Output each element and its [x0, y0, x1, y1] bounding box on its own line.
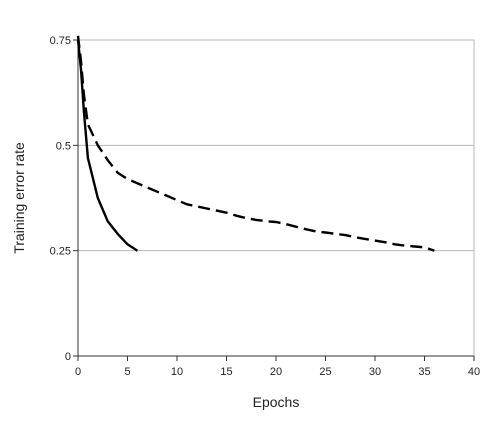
series-layer [76, 35, 435, 252]
y-tick-label: 0.75 [50, 35, 71, 47]
grid [78, 39, 474, 252]
y-tick-label: 0 [65, 351, 71, 363]
dashed-series-line [76, 35, 435, 252]
x-tick-label: 35 [418, 366, 430, 378]
x-tick-label: 10 [171, 366, 183, 378]
x-tick-label: 20 [270, 366, 282, 378]
x-tick-label: 25 [319, 366, 331, 378]
x-tick-label: 15 [220, 366, 232, 378]
x-tick-label: 40 [468, 366, 480, 378]
x-axis-title: Epochs [253, 394, 300, 410]
x-tick-label: 30 [369, 366, 381, 378]
tick-labels: 0 5 10 15 20 25 30 35 40 0 0.25 0.5 0.75 [50, 35, 481, 378]
y-tick-label: 0.5 [56, 140, 71, 152]
plot-frame [77, 39, 475, 357]
x-tick-label: 5 [124, 366, 130, 378]
y-axis-title: Training error rate [11, 142, 27, 254]
x-tick-label: 0 [75, 366, 81, 378]
axes [73, 39, 475, 361]
y-tick-label: 0.25 [50, 246, 71, 258]
